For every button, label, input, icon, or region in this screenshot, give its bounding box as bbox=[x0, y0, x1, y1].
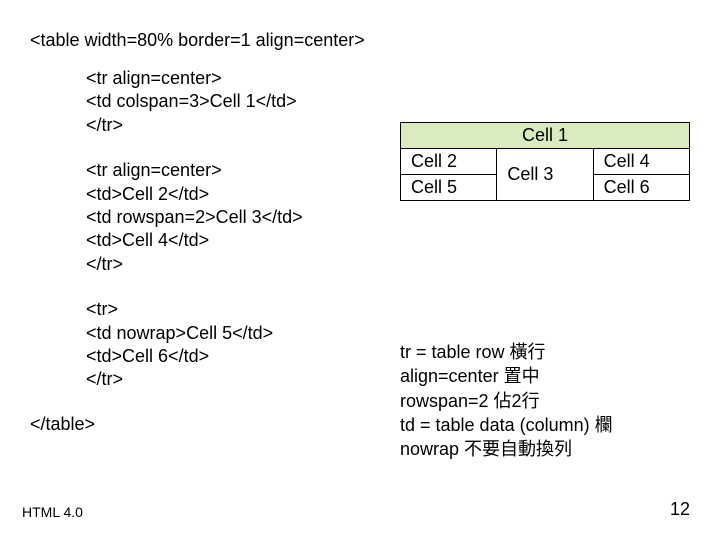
code-line: <tr> bbox=[86, 298, 690, 321]
note-line: td = table data (column) 欄 bbox=[400, 413, 700, 437]
demo-cell: Cell 6 bbox=[593, 175, 689, 201]
page-number: 12 bbox=[670, 499, 690, 520]
notes: tr = table row 橫行 align=center 置中 rowspa… bbox=[400, 340, 700, 461]
footer-version: HTML 4.0 bbox=[22, 504, 83, 520]
note-line: tr = table row 橫行 bbox=[400, 340, 700, 364]
demo-cell: Cell 2 bbox=[401, 149, 497, 175]
code-line: <td rowspan=2>Cell 3</td> bbox=[86, 206, 690, 229]
code-table-open: <table width=80% border=1 align=center> bbox=[30, 30, 690, 51]
note-line: nowrap 不要自動換列 bbox=[400, 437, 700, 461]
note-line: rowspan=2 佔2行 bbox=[400, 389, 700, 413]
demo-table: Cell 1 Cell 2 Cell 3 Cell 4 Cell 5 Cell … bbox=[400, 122, 690, 201]
demo-header-cell: Cell 1 bbox=[401, 123, 690, 149]
demo-cell: Cell 3 bbox=[497, 149, 593, 201]
code-line: <td>Cell 4</td> bbox=[86, 229, 690, 252]
note-line: align=center 置中 bbox=[400, 364, 700, 388]
demo-cell: Cell 4 bbox=[593, 149, 689, 175]
code-line: </tr> bbox=[86, 253, 690, 276]
demo-cell: Cell 5 bbox=[401, 175, 497, 201]
code-line: <td colspan=3>Cell 1</td> bbox=[86, 90, 690, 113]
code-line: <tr align=center> bbox=[86, 67, 690, 90]
